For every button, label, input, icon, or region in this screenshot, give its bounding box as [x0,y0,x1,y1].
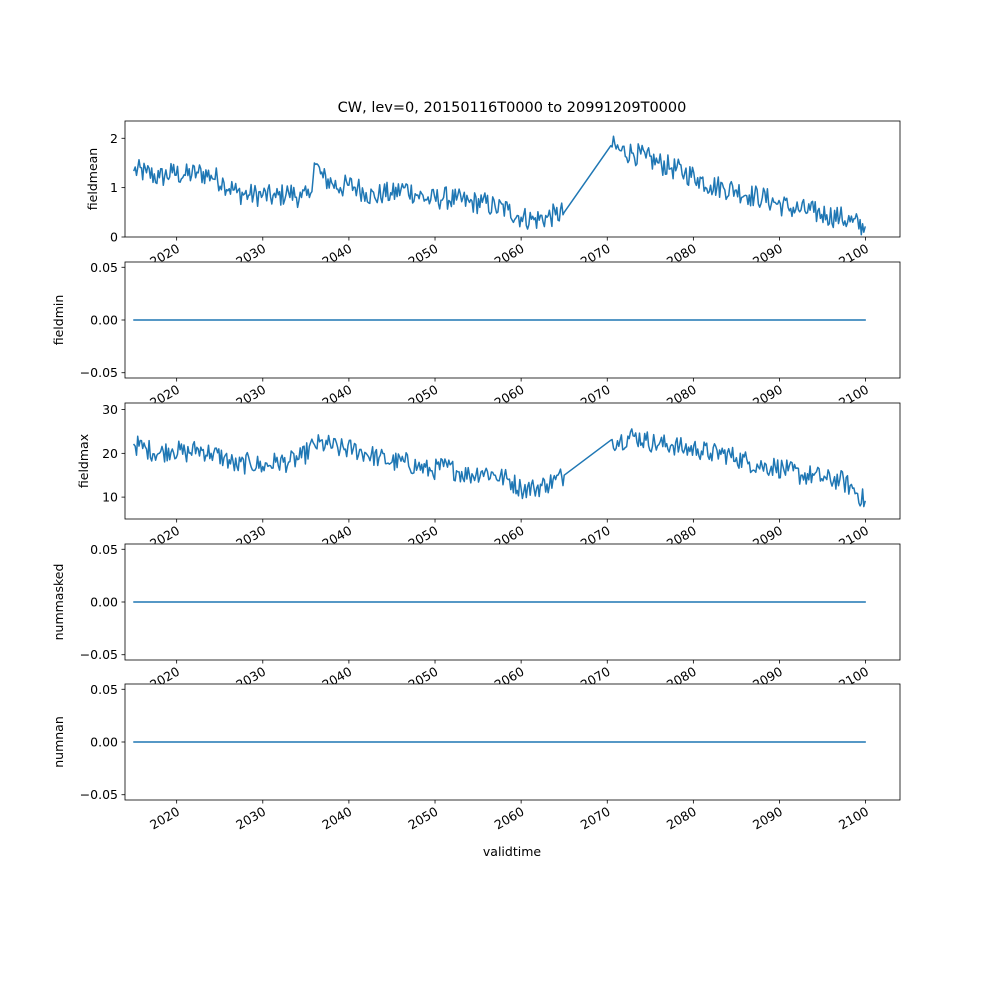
y-tick-label: 0.05 [90,260,118,275]
y-tick-label: 10 [102,490,118,505]
y-axis-label: fieldmin [51,295,66,346]
series-line-fieldmean [133,135,867,236]
y-tick-label: −0.05 [80,787,118,802]
y-tick-label: 0.00 [90,735,118,750]
y-tick-label: −0.05 [80,647,118,662]
y-tick-label: 0.05 [90,542,118,557]
series-line-fieldmax [132,428,867,508]
x-axis-label: validtime [483,844,541,859]
y-tick-label: 0.00 [90,313,118,328]
y-tick-label: 2 [110,131,118,146]
y-tick-label: 0.00 [90,595,118,610]
y-axis-label: fieldmean [85,148,100,210]
y-axis-label: nummasked [51,564,66,641]
axes-frame [124,402,901,520]
plot-area [125,403,900,519]
axes-frame [124,120,901,238]
y-tick-label: −0.05 [80,365,118,380]
y-tick-label: 0.05 [90,682,118,697]
y-axis-label: fieldmax [76,434,91,488]
y-axis-label: numnan [51,716,66,768]
y-tick-label: 0 [110,230,118,245]
chart-title: CW, lev=0, 20150116T0000 to 20991209T000… [338,100,687,116]
y-tick-label: 1 [110,180,118,195]
plot-area [125,121,900,237]
y-tick-label: 20 [102,446,118,461]
y-tick-label: 30 [102,402,118,417]
